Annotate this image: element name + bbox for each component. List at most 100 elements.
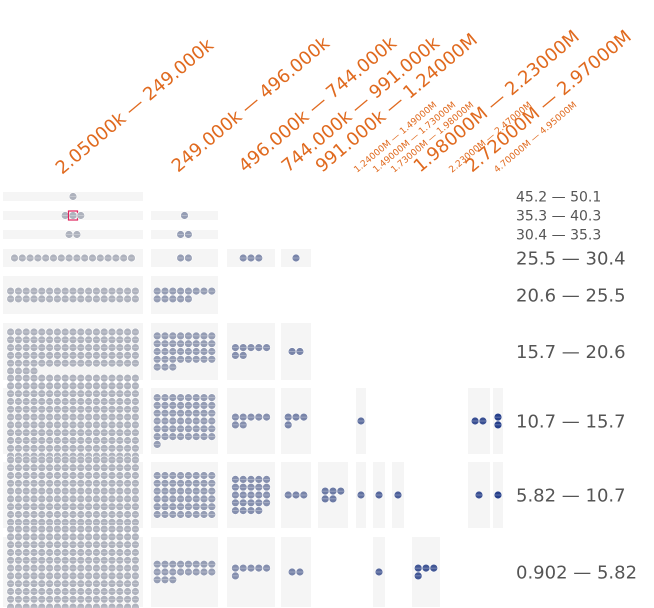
dot[interactable] (168, 471, 178, 480)
dot[interactable] (176, 253, 185, 263)
dot[interactable] (123, 286, 132, 296)
dot[interactable] (299, 412, 308, 422)
dot[interactable] (176, 230, 185, 239)
dot[interactable] (22, 343, 31, 352)
dot[interactable] (131, 510, 140, 519)
dot[interactable] (29, 587, 39, 596)
dot[interactable] (92, 540, 101, 549)
dot[interactable] (76, 595, 86, 604)
dot[interactable] (107, 579, 117, 588)
dot[interactable] (60, 335, 70, 344)
dot[interactable] (53, 405, 62, 414)
dot[interactable] (53, 587, 62, 596)
dot[interactable] (176, 494, 185, 504)
dot[interactable] (207, 502, 217, 511)
dot[interactable] (60, 556, 70, 565)
dot[interactable] (14, 563, 23, 573)
dot[interactable] (22, 563, 31, 573)
dot[interactable] (22, 463, 31, 472)
dot[interactable] (115, 405, 125, 414)
dot[interactable] (246, 498, 256, 507)
dot[interactable] (99, 397, 109, 406)
dot[interactable] (184, 567, 193, 577)
dot[interactable] (184, 424, 193, 433)
dot[interactable] (207, 479, 217, 488)
dot[interactable] (84, 412, 93, 422)
dot[interactable] (474, 490, 484, 500)
dot[interactable] (99, 494, 109, 504)
dot[interactable] (160, 432, 170, 441)
dot[interactable] (22, 524, 31, 534)
dot[interactable] (192, 502, 201, 511)
dot[interactable] (84, 405, 93, 414)
dot[interactable] (99, 373, 109, 383)
dot[interactable] (76, 412, 86, 422)
dot[interactable] (6, 436, 15, 445)
dot[interactable] (60, 563, 70, 573)
dot[interactable] (76, 563, 86, 573)
dot[interactable] (207, 424, 217, 433)
dot[interactable] (6, 494, 15, 504)
dot[interactable] (29, 366, 39, 376)
dot[interactable] (160, 510, 170, 519)
dot[interactable] (37, 540, 46, 549)
dot[interactable] (14, 532, 23, 542)
dot[interactable] (37, 556, 46, 565)
dot[interactable] (84, 436, 93, 445)
dot[interactable] (76, 540, 86, 549)
dot[interactable] (328, 494, 338, 504)
dot[interactable] (22, 389, 31, 398)
dot[interactable] (99, 286, 109, 296)
dot[interactable] (107, 595, 117, 604)
dot[interactable] (131, 463, 140, 472)
dot[interactable] (29, 494, 39, 504)
dot[interactable] (123, 405, 132, 414)
dot[interactable] (123, 412, 132, 422)
dot[interactable] (76, 502, 86, 511)
dot[interactable] (284, 490, 293, 500)
dot[interactable] (160, 559, 170, 569)
dot[interactable] (207, 416, 217, 426)
dot[interactable] (180, 211, 189, 220)
dot[interactable] (84, 294, 93, 304)
dot[interactable] (96, 253, 105, 263)
dot[interactable] (6, 373, 15, 383)
dot[interactable] (68, 294, 78, 304)
dot[interactable] (92, 532, 101, 542)
dot[interactable] (14, 366, 23, 376)
dot[interactable] (76, 556, 86, 565)
dot[interactable] (53, 602, 62, 608)
dot[interactable] (6, 602, 15, 608)
dot[interactable] (68, 444, 78, 453)
dot[interactable] (22, 486, 31, 496)
dot[interactable] (99, 343, 109, 352)
dot[interactable] (231, 490, 240, 500)
dot[interactable] (37, 373, 46, 383)
dot[interactable] (53, 397, 62, 406)
dot[interactable] (6, 502, 15, 511)
dot[interactable] (246, 483, 256, 492)
dot[interactable] (107, 455, 117, 465)
dot[interactable] (45, 579, 54, 588)
dot[interactable] (60, 524, 70, 534)
dot[interactable] (84, 444, 93, 453)
dot[interactable] (29, 463, 39, 472)
dot[interactable] (115, 286, 125, 296)
dot[interactable] (99, 428, 109, 437)
dot[interactable] (356, 416, 366, 426)
dot[interactable] (239, 483, 248, 492)
dot[interactable] (37, 420, 46, 430)
dot[interactable] (37, 294, 46, 304)
dot[interactable] (84, 587, 93, 596)
dot[interactable] (68, 381, 78, 391)
dot[interactable] (99, 463, 109, 472)
dot[interactable] (76, 494, 86, 504)
dot[interactable] (262, 343, 271, 352)
dot[interactable] (68, 397, 78, 406)
dot[interactable] (37, 436, 46, 445)
dot[interactable] (231, 343, 240, 352)
dot[interactable] (68, 532, 78, 542)
dot[interactable] (14, 471, 23, 480)
dot[interactable] (37, 502, 46, 511)
dot[interactable] (14, 571, 23, 581)
